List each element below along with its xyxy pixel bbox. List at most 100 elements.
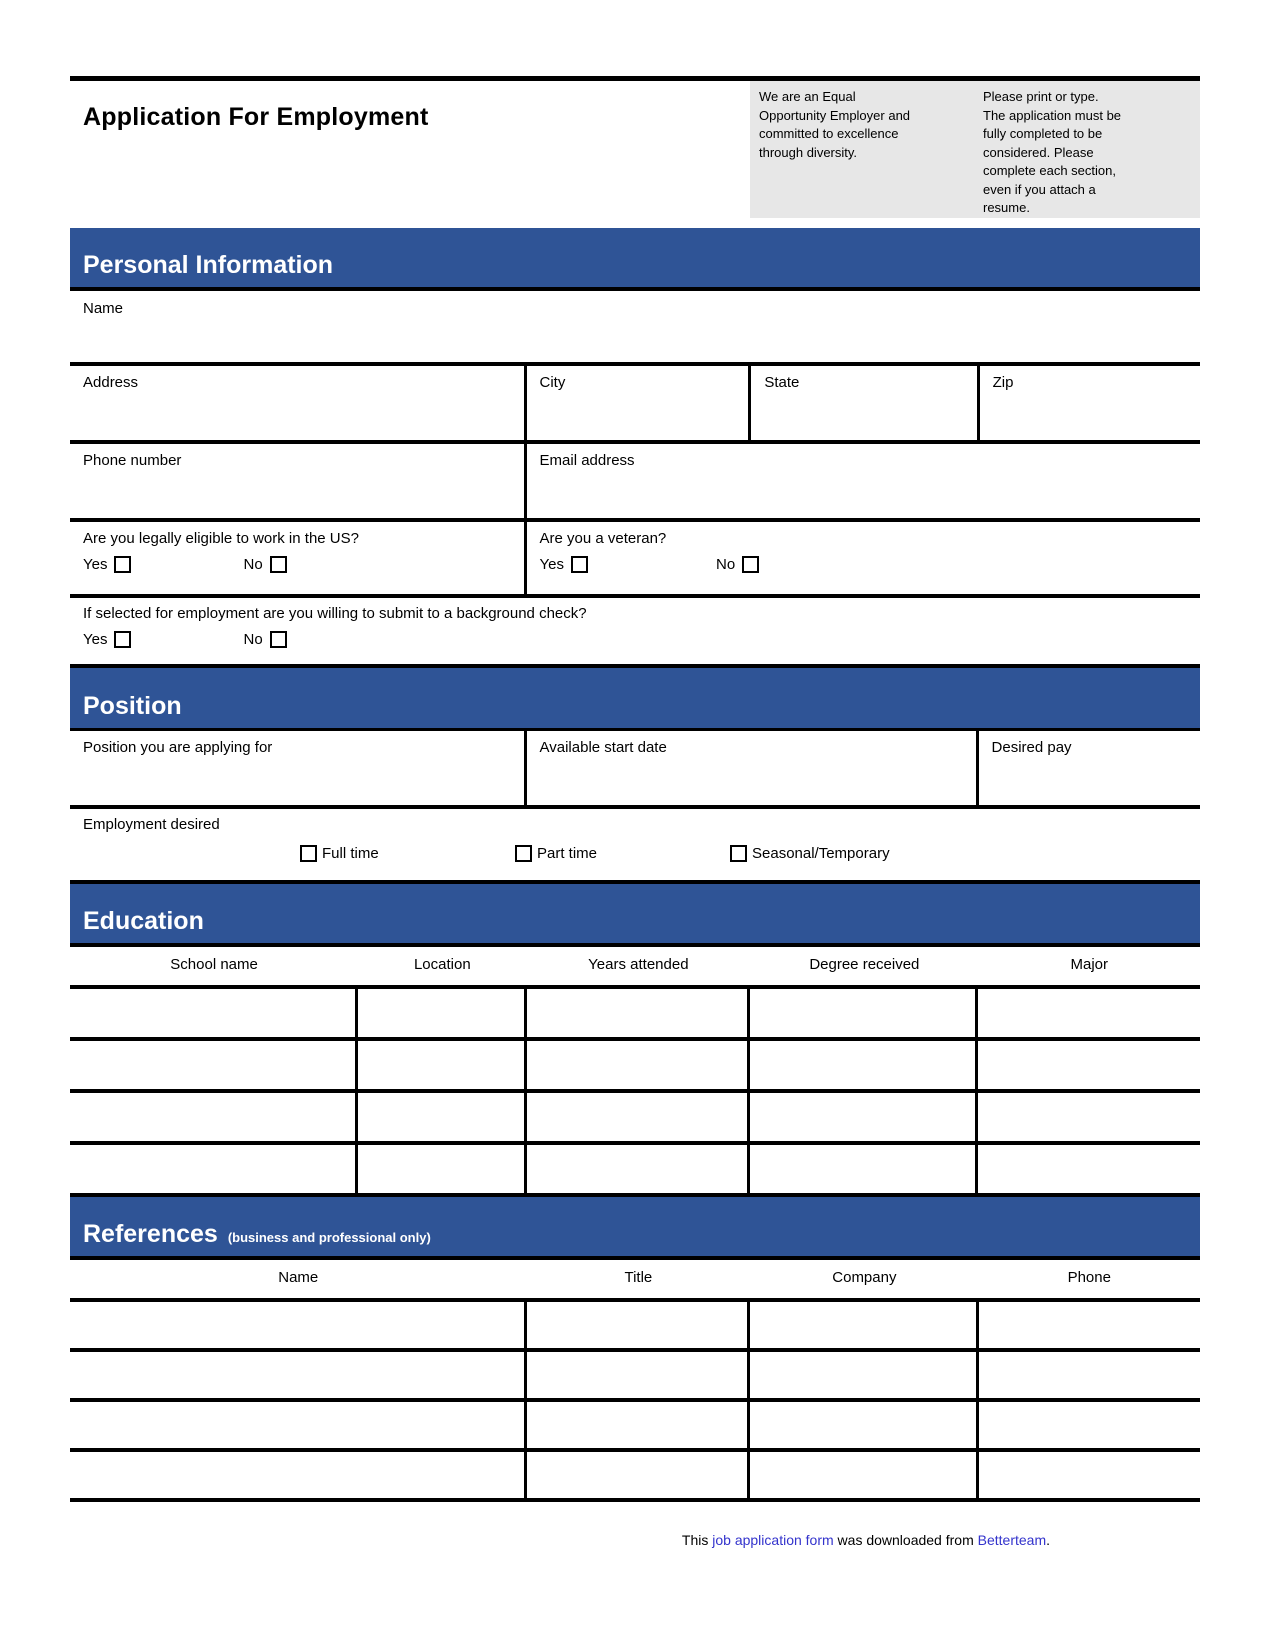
ref-phone-field[interactable] [979,1352,1201,1398]
location-field[interactable] [358,1093,527,1141]
ref-title-header: Title [624,1269,653,1286]
eligible-question: Are you legally eligible to work in the … [83,530,359,547]
employment-desired-row: Employment desired Full time Part time S… [70,809,1200,884]
ref-title-field[interactable] [527,1352,751,1398]
email-address-field[interactable]: Email address [527,444,1200,518]
state-field[interactable]: State [751,366,980,440]
ref-phone-field[interactable] [979,1452,1201,1498]
eligibility-row: Are you legally eligible to work in the … [70,522,1200,598]
instructions-note: Please print or type. The application mu… [983,89,1122,215]
years-attended-header: Years attended [588,956,689,973]
major-field[interactable] [978,989,1200,1037]
school-name-header: School name [170,956,258,973]
years-attended-field[interactable] [527,1093,751,1141]
no-label: No [716,556,736,573]
school-name-field[interactable] [70,1093,359,1141]
school-name-field[interactable] [70,1145,359,1193]
education-table-row [70,989,1200,1041]
background-check-question: If selected for employment are you willi… [83,605,587,622]
name-label: Name [83,300,124,317]
ref-title-field[interactable] [527,1302,751,1348]
location-field[interactable] [358,1145,527,1193]
start-date-field[interactable]: Available start date [527,731,979,805]
application-form-page: Application For Employment We are an Equ… [70,76,1200,1548]
ref-title-field[interactable] [527,1402,751,1448]
years-attended-field[interactable] [527,1145,751,1193]
degree-received-field[interactable] [750,1093,979,1141]
veteran-yes-checkbox[interactable] [571,556,588,573]
seasonal-checkbox[interactable] [730,845,747,862]
references-table-row [70,1402,1200,1452]
ref-phone-field[interactable] [979,1402,1201,1448]
ref-title-field[interactable] [527,1452,751,1498]
employment-desired-label: Employment desired [83,816,220,833]
phone-number-field[interactable]: Phone number [70,444,527,518]
zip-label: Zip [992,374,1014,391]
name-field[interactable]: Name [70,291,1200,366]
school-name-field[interactable] [70,1041,359,1089]
betterteam-link[interactable]: Betterteam [977,1532,1047,1548]
education-header-row: School name Location Years attended Degr… [70,947,1200,989]
veteran-question-cell: Are you a veteran? Yes No [527,522,1200,594]
ref-company-header: Company [832,1269,897,1286]
ref-company-field[interactable] [750,1402,979,1448]
education-table-row [70,1041,1200,1093]
years-attended-field[interactable] [527,989,751,1037]
zip-field[interactable]: Zip [980,366,1200,440]
header-notes: We are an Equal Opportunity Employer and… [750,81,1200,218]
major-header: Major [1070,956,1108,973]
address-field[interactable]: Address [70,366,527,440]
section-header-personal-information: Personal Information [70,228,1200,291]
page-title: Application For Employment [83,103,429,131]
section-title: Education [83,907,204,935]
section-title: Position [83,692,182,720]
ref-phone-field[interactable] [979,1302,1201,1348]
job-application-form-link[interactable]: job application form [712,1532,834,1548]
phone-number-label: Phone number [83,452,182,469]
ref-name-field[interactable] [70,1452,527,1498]
section-header-position: Position [70,668,1200,731]
major-field[interactable] [978,1041,1200,1089]
degree-received-header: Degree received [809,956,920,973]
full-time-label: Full time [322,845,379,862]
city-field[interactable]: City [527,366,752,440]
veteran-no-checkbox[interactable] [742,556,760,573]
school-name-field[interactable] [70,989,359,1037]
background-no-checkbox[interactable] [269,631,287,648]
footer-text: This job application form was downloaded… [681,1532,1050,1548]
part-time-checkbox[interactable] [515,845,532,862]
education-table-row [70,1093,1200,1145]
degree-received-field[interactable] [750,1041,979,1089]
full-time-option: Full time [300,845,515,862]
section-header-references: References (business and professional on… [70,1197,1200,1260]
degree-received-field[interactable] [750,1145,979,1193]
address-label: Address [83,374,139,391]
ref-name-field[interactable] [70,1402,527,1448]
city-label: City [539,374,566,391]
location-header: Location [413,956,471,973]
desired-pay-field[interactable]: Desired pay [979,731,1200,805]
ref-name-field[interactable] [70,1302,527,1348]
background-check-row: If selected for employment are you willi… [70,598,1200,668]
position-applying-label: Position you are applying for [83,739,273,756]
ref-company-field[interactable] [750,1452,979,1498]
background-yes-checkbox[interactable] [114,631,132,648]
address-row: Address City State Zip [70,366,1200,444]
ref-company-field[interactable] [750,1302,979,1348]
major-field[interactable] [978,1145,1200,1193]
degree-received-field[interactable] [750,989,979,1037]
state-label: State [764,374,800,391]
full-time-checkbox[interactable] [300,845,317,862]
years-attended-field[interactable] [527,1041,751,1089]
ref-phone-header: Phone [1067,1269,1111,1286]
position-applying-field[interactable]: Position you are applying for [70,731,527,805]
ref-company-field[interactable] [750,1352,979,1398]
location-field[interactable] [358,989,527,1037]
eligible-yes-checkbox[interactable] [114,556,132,573]
ref-name-field[interactable] [70,1352,527,1398]
location-field[interactable] [358,1041,527,1089]
major-field[interactable] [978,1093,1200,1141]
veteran-question: Are you a veteran? [539,530,667,547]
eligible-no-checkbox[interactable] [269,556,287,573]
yes-label: Yes [83,556,108,573]
